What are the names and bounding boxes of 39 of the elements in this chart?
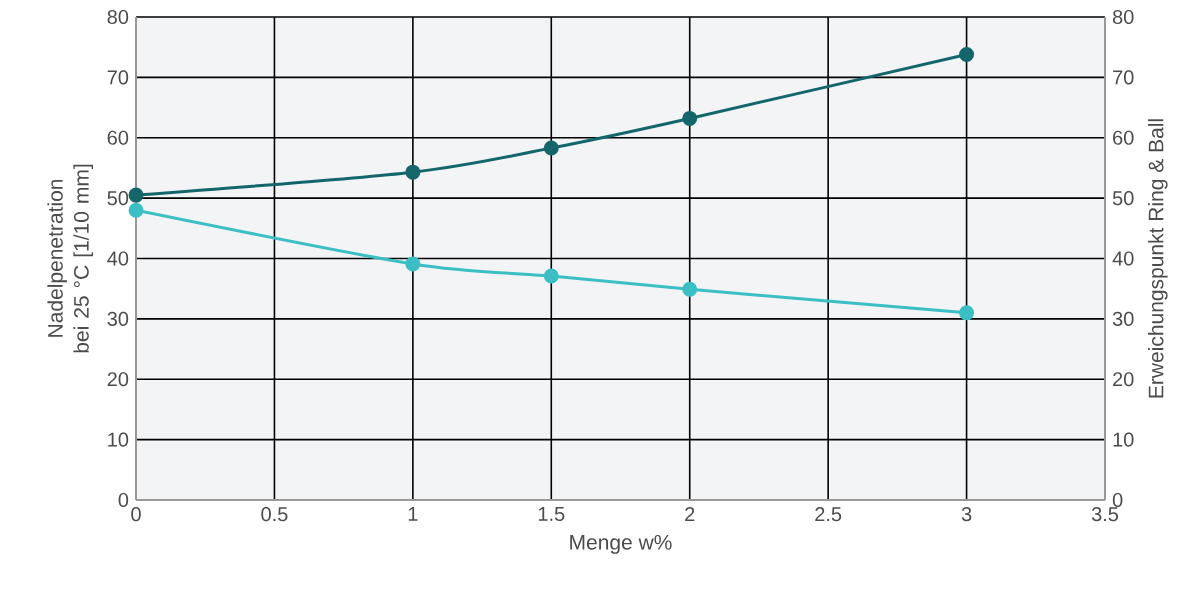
y2-tick-label: 80 — [1112, 9, 1134, 25]
y2-tick-label: 70 — [1113, 70, 1134, 85]
y2-tick-label: 30 — [1112, 311, 1134, 326]
x-tick-label: 1 — [408, 507, 418, 521]
point — [128, 202, 144, 218]
point — [682, 281, 698, 297]
y-tick-label: 50 — [107, 191, 129, 206]
x-tick-label: 3.5 — [1091, 507, 1119, 522]
y2-tick-label: 20 — [1113, 372, 1134, 387]
y-axis-title: Nadelpenetration bei 25 °C [1/10 mm] — [47, 164, 93, 353]
point — [959, 305, 975, 321]
point — [405, 164, 421, 180]
y-tick-label: 20 — [107, 372, 129, 387]
y-tick-label: 10 — [108, 432, 129, 447]
point — [959, 46, 975, 62]
x-tick-label: 0 — [131, 507, 141, 522]
y-tick-label: 70 — [107, 70, 129, 85]
point — [682, 110, 698, 126]
point — [405, 256, 421, 272]
y2-tick-label: 60 — [1113, 130, 1134, 145]
x-tick-label: 2.5 — [815, 507, 842, 522]
x-tick-label: 1.5 — [538, 507, 565, 521]
x-tick-label: 0.5 — [261, 507, 288, 522]
point — [128, 187, 144, 203]
y-tick-label: 0 — [118, 492, 129, 508]
y2-axis-title: Erweichungspunkt Ring & Ball — [1148, 119, 1168, 398]
y-tick-label: 60 — [107, 130, 129, 145]
x-tick-label: 3 — [961, 507, 972, 522]
point — [543, 268, 559, 284]
x-axis-title: Menge w% — [570, 534, 672, 554]
y2-tick-label: 0 — [1112, 492, 1123, 508]
x-tick-label: 2 — [685, 507, 695, 522]
y-tick-label: 40 — [107, 251, 129, 266]
point — [543, 140, 559, 156]
y-tick-label: 80 — [107, 9, 129, 25]
y2-tick-label: 10 — [1113, 432, 1134, 447]
y-tick-label: 30 — [107, 311, 129, 326]
y2-tick-label: 40 — [1112, 251, 1134, 266]
y2-tick-label: 50 — [1112, 191, 1134, 206]
